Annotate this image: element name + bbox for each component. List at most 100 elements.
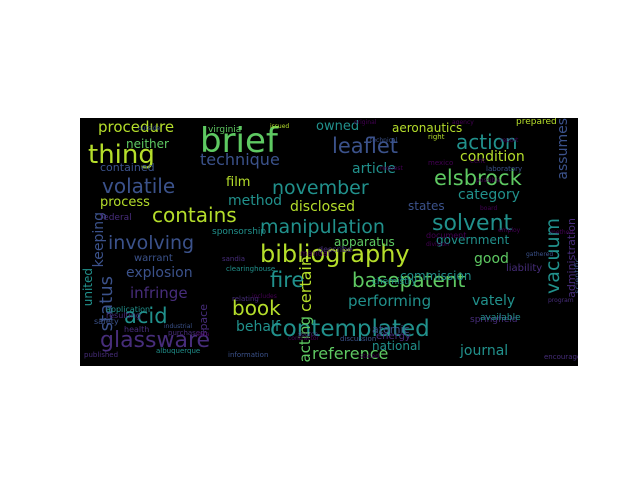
cloud-word-involving: involving [108, 232, 195, 254]
cloud-word-glassware: glassware [100, 328, 211, 353]
cloud-word-application: application [106, 305, 151, 314]
cloud-word-journal: journal [460, 343, 509, 359]
cloud-word-energy: energy [376, 331, 411, 342]
cloud-word-basepatent: basepatent [352, 268, 466, 292]
cloud-word-article: article [352, 161, 396, 177]
cloud-word-albuquerque: albuquerque [156, 347, 201, 355]
cloud-word-encourage: encourage [544, 353, 578, 361]
cloud-word-scientific: scientific [573, 258, 578, 294]
cloud-word-november: november [272, 177, 369, 199]
cloud-word-request: request [380, 165, 403, 172]
cloud-word-category: category [458, 187, 520, 203]
cloud-word-clearinghouse: clearinghouse [226, 265, 276, 273]
cloud-word-brief: brief [200, 121, 278, 161]
cloud-word-bibliography: bibliography [260, 240, 410, 268]
cloud-word-technique: technique [200, 150, 280, 169]
cloud-word-states: states [408, 199, 445, 213]
cloud-word-film: film [226, 175, 251, 190]
cloud-word-commission: commission [400, 269, 472, 283]
cloud-word-fire: fire [270, 268, 305, 292]
cloud-word-acid: acid [124, 304, 168, 328]
cloud-word-reference: reference [312, 344, 389, 363]
cloud-word-division: division [426, 241, 449, 248]
cloud-word-manual: manual [300, 249, 330, 258]
cloud-word-method: method [550, 229, 574, 236]
cloud-word-describe: describe [318, 245, 353, 254]
cloud-word-thing: thing [88, 140, 155, 170]
cloud-word-certain: certain [296, 256, 315, 312]
cloud-word-elsbrock: elsbrock [434, 166, 522, 190]
cloud-word-employ: employ [498, 227, 521, 234]
cloud-word-possible: possible [476, 177, 501, 184]
cloud-word-volatile: volatile [102, 174, 176, 198]
cloud-word-apparatus: apparatus [334, 235, 395, 249]
cloud-word-sponsorship: sponsorship [212, 227, 267, 237]
cloud-word-outside: outside [138, 125, 161, 132]
cloud-word-method: method [228, 193, 283, 209]
cloud-word-contractor: contractor [288, 335, 320, 342]
cloud-word-contemplated: contemplated [270, 316, 430, 342]
cloud-word-infringe: infringe [130, 284, 188, 302]
cloud-word-discussion: discussion [340, 335, 377, 343]
word-cloud: brief bibliography contemplated glassware ma… [80, 118, 578, 366]
cloud-word-good: good [474, 251, 509, 267]
cloud-word-original: original [354, 119, 377, 126]
cloud-word-program: program [548, 297, 574, 304]
cloud-word-technical: technical [370, 137, 398, 144]
cloud-word-solvent: solvent [432, 211, 513, 236]
cloud-word-explosion: explosion [126, 265, 193, 281]
cloud-word-united: united [81, 268, 95, 307]
cloud-word-condition: condition [460, 149, 525, 165]
cloud-word-relating: relating [232, 295, 259, 303]
cloud-word-federal: federal [100, 213, 132, 223]
cloud-word-disclosed: disclosed [290, 199, 356, 215]
cloud-word-sandia: sandia [222, 255, 246, 263]
cloud-word-stated: stated [360, 353, 380, 360]
cloud-word-agency: agency [452, 119, 474, 126]
cloud-word-performing: performing [348, 292, 432, 310]
cloud-word-process: process [100, 195, 150, 210]
cloud-word-board: board [480, 205, 498, 212]
cloud-word-atomic: atomic [372, 323, 410, 336]
cloud-word-industrial: industrial [164, 323, 193, 330]
cloud-word-contained: contained [100, 161, 155, 174]
cloud-word-owned: owned [316, 119, 360, 134]
cloud-word-behalf: behalf [236, 319, 280, 335]
cloud-word-book: book [232, 296, 281, 320]
cloud-word-resulting: resulting [106, 311, 142, 320]
cloud-word-purchased: purchased [168, 329, 205, 337]
cloud-word-chemistry: chemistry [372, 277, 417, 287]
cloud-word-right: right [428, 133, 445, 141]
cloud-word-virginia: virginia [208, 125, 242, 135]
cloud-word-mexico: mexico [428, 159, 454, 167]
cloud-word-prepared: prepared [516, 118, 557, 127]
cloud-word-national: national [372, 339, 421, 353]
cloud-word-aeronautics: aeronautics [392, 121, 463, 135]
cloud-word-contains: contains [152, 203, 237, 227]
cloud-word-available: available [480, 313, 521, 323]
cloud-word-published: published [84, 351, 119, 359]
cloud-word-warrant: warrant [134, 253, 173, 264]
cloud-word-cent: cent [470, 157, 486, 165]
cloud-word-government: government [436, 233, 510, 247]
cloud-word-springfield: springfield [470, 315, 518, 325]
cloud-word-includes: includes [252, 293, 277, 300]
cloud-word-procedure: procedure [98, 118, 175, 136]
cloud-word-liability: liability [506, 263, 543, 274]
cloud-word-leaflet: leaflet [332, 134, 399, 158]
cloud-word-safety: safety [94, 317, 119, 326]
cloud-word-issued: issued [270, 123, 290, 130]
cloud-word-laboratory: laboratory [486, 165, 523, 173]
cloud-word-action: action [456, 130, 518, 154]
cloud-word-health: health [124, 325, 150, 334]
cloud-word-report: report [500, 137, 519, 144]
cloud-word-document: document [426, 231, 467, 240]
cloud-word-data: data [196, 331, 210, 338]
cloud-word-manipulation: manipulation [260, 216, 385, 238]
cloud-word-gathered: gathered [526, 251, 554, 258]
cloud-word-neither: neither [126, 137, 169, 151]
cloud-word-source: source [298, 331, 318, 338]
cloud-word-information: information [228, 351, 269, 359]
cloud-word-vately: vately [472, 293, 516, 309]
cloud-word-assumes: assumes [555, 118, 571, 180]
